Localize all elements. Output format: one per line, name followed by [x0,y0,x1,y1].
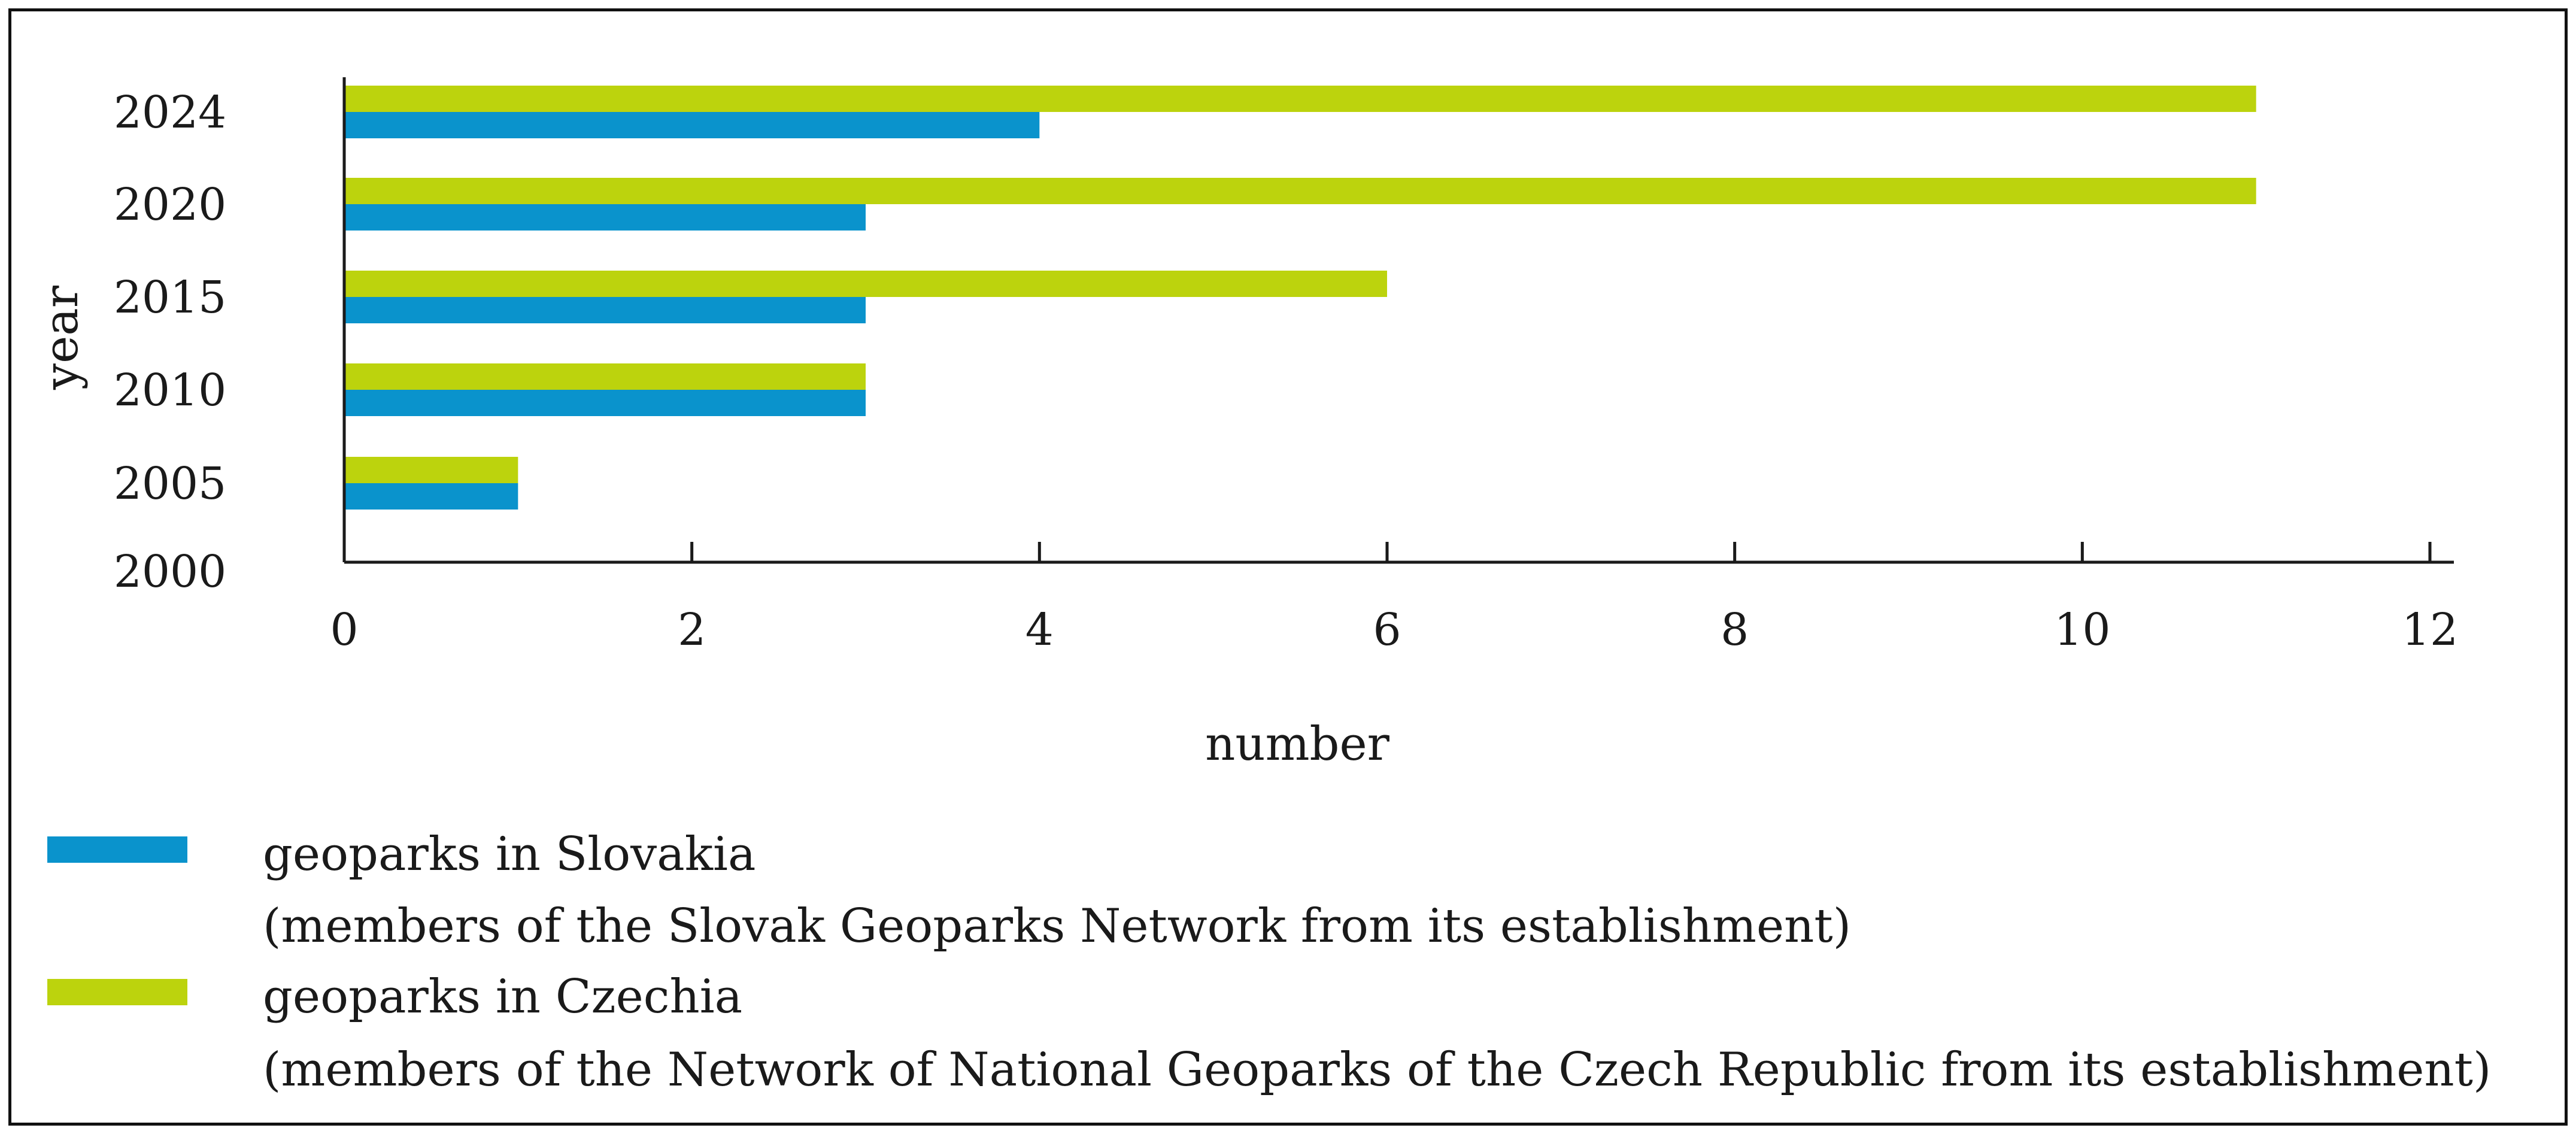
bar-czechia-2015 [344,271,1387,297]
legend-description-slovakia: (members of the Slovak Geoparks Network … [263,899,1851,953]
x-tick-label-5: 10 [2054,604,2110,656]
y-tick-label-2020: 2020 [114,179,226,231]
legend-description-czechia: (members of the Network of National Geop… [263,1043,2491,1097]
y-ticks-layer: 2000 2005 2010 2015 2020 2024 [114,87,226,598]
bars-layer [344,86,2256,510]
bar-czechia-2010 [344,363,866,390]
geoparks-bar-chart: 0 2 4 6 8 10 12 2000 2005 2010 2015 2020 2024 numbe… [35,77,2491,1097]
y-tick-label-2015: 2015 [114,272,226,323]
bar-slovakia-2010 [344,390,866,416]
bar-czechia-2024 [344,86,2256,112]
x-tick-label-3: 6 [1373,604,1401,656]
x-ticks-layer: 0 2 4 6 8 10 12 [330,542,2458,656]
legend-swatch-slovakia [47,836,187,863]
x-tick-label-1: 2 [678,604,706,656]
bar-slovakia-2020 [344,204,866,231]
bar-slovakia-2015 [344,297,866,323]
x-tick-label-4: 8 [1721,604,1749,656]
bar-czechia-2020 [344,178,2256,204]
bar-slovakia-2005 [344,483,518,510]
x-tick-label-2: 4 [1025,604,1054,656]
legend: geoparks in Slovakia (members of the Slo… [47,827,2491,1097]
y-tick-label-2024: 2024 [114,87,226,138]
x-tick-label-0: 0 [330,604,358,656]
bar-slovakia-2024 [344,112,1040,138]
legend-label-slovakia: geoparks in Slovakia [263,827,755,881]
chart-frame: 0 2 4 6 8 10 12 2000 2005 2010 2015 2020 2024 numbe… [8,8,2568,1126]
legend-swatch-czechia [47,979,187,1005]
x-tick-label-6: 12 [2402,604,2458,656]
y-axis-title: year [35,285,89,390]
axes-layer [342,77,2454,564]
y-tick-label-2010: 2010 [114,365,226,416]
legend-label-czechia: geoparks in Czechia [263,970,742,1024]
y-tick-label-2005: 2005 [114,458,226,510]
y-tick-label-2000: 2000 [114,546,226,598]
x-axis-title: number [1205,717,1390,771]
bar-czechia-2005 [344,457,518,483]
